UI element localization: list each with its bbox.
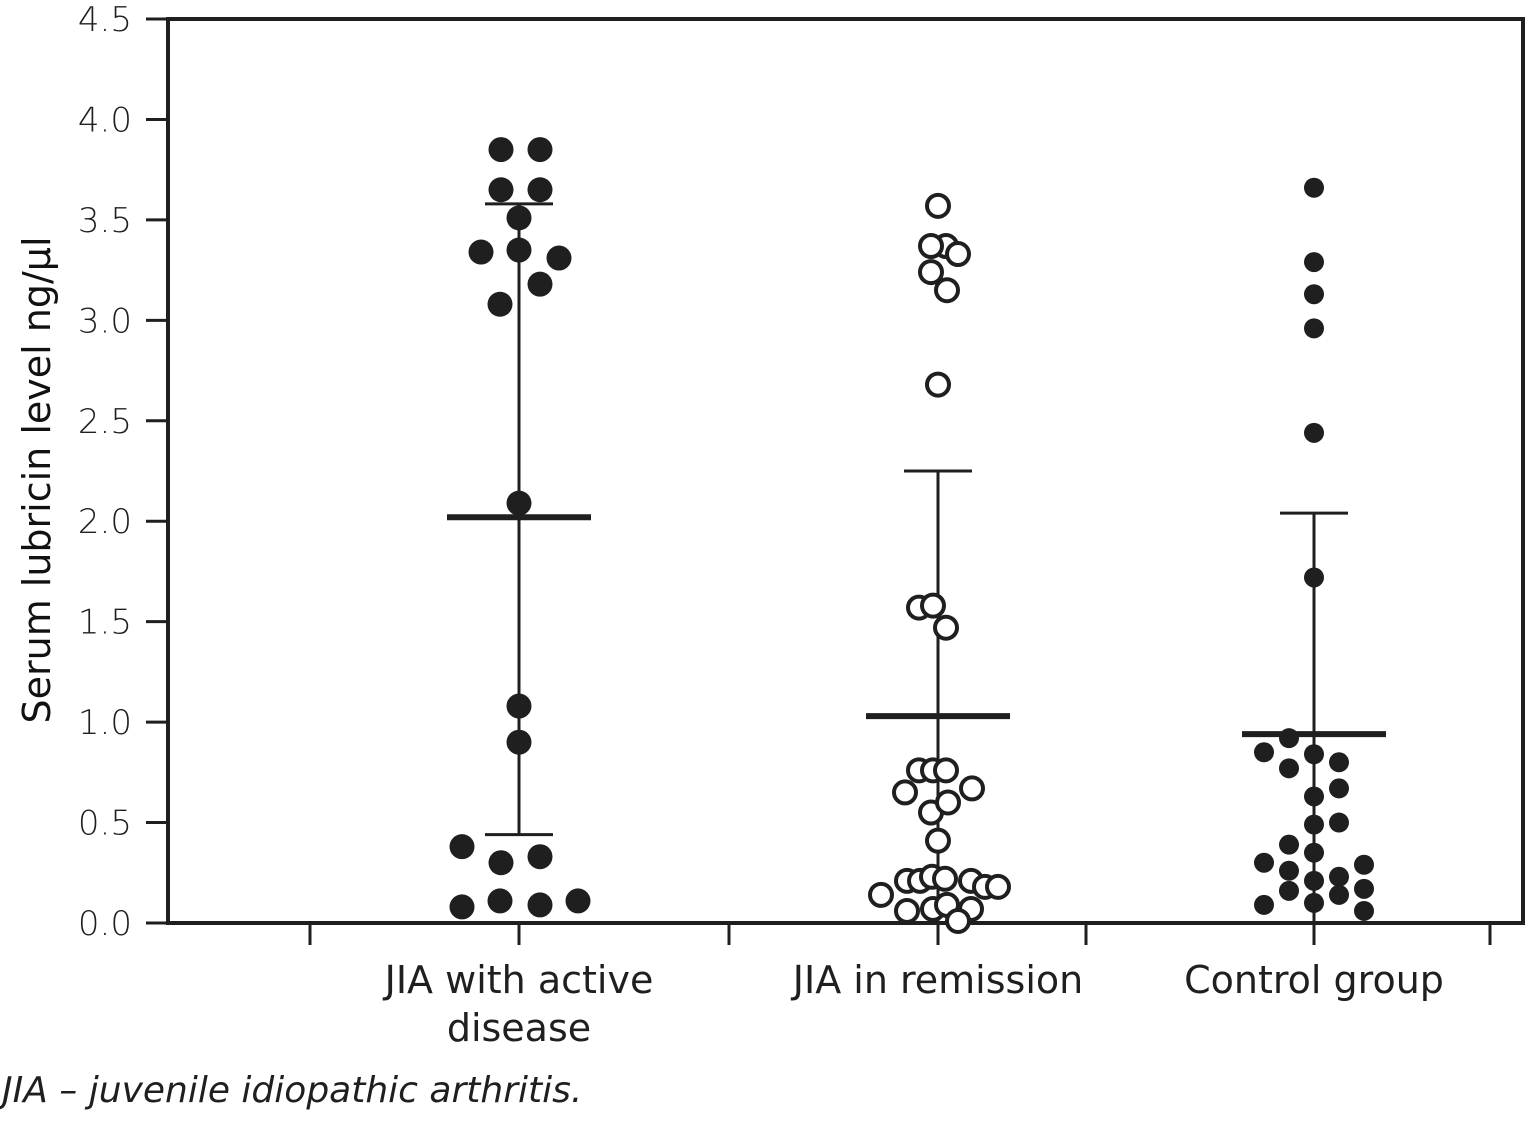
data-point-filled xyxy=(527,892,553,918)
y-tick-label: 4.0 xyxy=(78,100,132,140)
data-point-filled xyxy=(487,888,513,914)
data-point-filled xyxy=(1279,860,1299,881)
data-point-filled xyxy=(1354,900,1374,921)
y-tick-label: 2.0 xyxy=(78,502,132,542)
data-point-filled xyxy=(527,271,553,297)
data-point-filled xyxy=(1329,812,1349,833)
data-point-open xyxy=(868,881,894,908)
plot-frame xyxy=(166,17,1525,925)
y-tick-label: 0.5 xyxy=(78,804,132,844)
data-point-filled xyxy=(527,137,553,163)
data-points xyxy=(449,137,1374,934)
data-point-filled xyxy=(1279,880,1299,901)
mean-sd-bars xyxy=(447,202,1386,923)
data-point-open xyxy=(985,873,1011,900)
data-point-filled xyxy=(506,729,532,755)
data-point-filled xyxy=(488,177,514,203)
data-point-filled xyxy=(1354,878,1374,899)
data-point-filled xyxy=(1304,177,1324,198)
data-point-open xyxy=(918,233,944,260)
data-point-open xyxy=(933,757,959,784)
data-point-filled xyxy=(1304,870,1324,891)
y-tick-label: 3.0 xyxy=(78,301,132,341)
plot-border xyxy=(166,17,1525,925)
y-tick-label: 1.0 xyxy=(78,703,132,743)
data-point-open xyxy=(918,259,944,286)
data-point-filled xyxy=(488,850,514,876)
footnote: JIA – juvenile idiopathic arthritis. xyxy=(2,1070,583,1111)
data-point-filled xyxy=(506,490,532,516)
data-point-filled xyxy=(1329,884,1349,905)
x-category-label: JIA with active xyxy=(383,958,654,1002)
data-point-filled xyxy=(468,239,494,265)
data-point-filled xyxy=(1254,852,1274,873)
data-point-filled xyxy=(1279,834,1299,855)
data-point-open xyxy=(933,614,959,641)
x-category-label: Control group xyxy=(1184,958,1444,1002)
data-point-filled xyxy=(1254,894,1274,915)
y-axis-label: Serum lubricin level ng/µl xyxy=(15,236,59,723)
y-tick-label: 3.5 xyxy=(78,201,132,241)
data-point-filled xyxy=(565,888,591,914)
data-point-filled xyxy=(1304,252,1324,273)
data-point-filled xyxy=(487,291,513,317)
data-point-open xyxy=(920,592,946,619)
y-tick-label: 0.0 xyxy=(78,904,132,944)
data-point-filled xyxy=(1329,866,1349,887)
data-point-open xyxy=(932,865,958,892)
y-tick-label: 2.5 xyxy=(78,402,132,442)
data-point-filled xyxy=(1304,318,1324,339)
data-point-filled xyxy=(1304,786,1324,807)
data-point-filled xyxy=(1304,814,1324,835)
data-point-filled xyxy=(1304,422,1324,443)
data-point-filled xyxy=(546,245,572,271)
y-axis: 0.0 0.5 1.0 1.5 2.0 2.5 3.0 3.5 4.0 4.5 xyxy=(78,0,168,944)
data-point-open xyxy=(945,907,971,934)
data-point-open xyxy=(925,371,951,398)
data-point-filled xyxy=(1279,758,1299,779)
data-point-filled xyxy=(1304,284,1324,305)
data-point-filled xyxy=(506,693,532,719)
data-point-open xyxy=(925,192,951,219)
data-point-open xyxy=(945,241,971,268)
data-point-filled xyxy=(527,844,553,870)
data-point-filled xyxy=(449,834,475,860)
data-point-open xyxy=(894,897,920,924)
data-point-filled xyxy=(1329,752,1349,773)
x-category-label: disease xyxy=(447,1006,591,1050)
data-point-filled xyxy=(1304,567,1324,588)
data-point-filled xyxy=(449,894,475,920)
data-point-filled xyxy=(1354,854,1374,875)
y-tick-label: 1.5 xyxy=(78,603,132,643)
data-point-open xyxy=(892,779,918,806)
data-point-open xyxy=(934,277,960,304)
x-category-label: JIA in remission xyxy=(791,958,1083,1002)
data-point-filled xyxy=(506,205,532,231)
data-point-filled xyxy=(506,237,532,263)
data-point-filled xyxy=(488,137,514,163)
data-point-filled xyxy=(527,177,553,203)
data-point-open xyxy=(959,775,985,802)
data-point-filled xyxy=(1304,744,1324,765)
data-point-open xyxy=(935,789,961,816)
data-point-filled xyxy=(1329,778,1349,799)
data-point-filled xyxy=(1254,742,1274,763)
data-point-filled xyxy=(1279,728,1299,749)
data-point-filled xyxy=(1304,842,1324,863)
y-tick-label: 4.5 xyxy=(78,0,132,40)
data-point-filled xyxy=(1304,892,1324,913)
data-point-open xyxy=(925,827,951,854)
